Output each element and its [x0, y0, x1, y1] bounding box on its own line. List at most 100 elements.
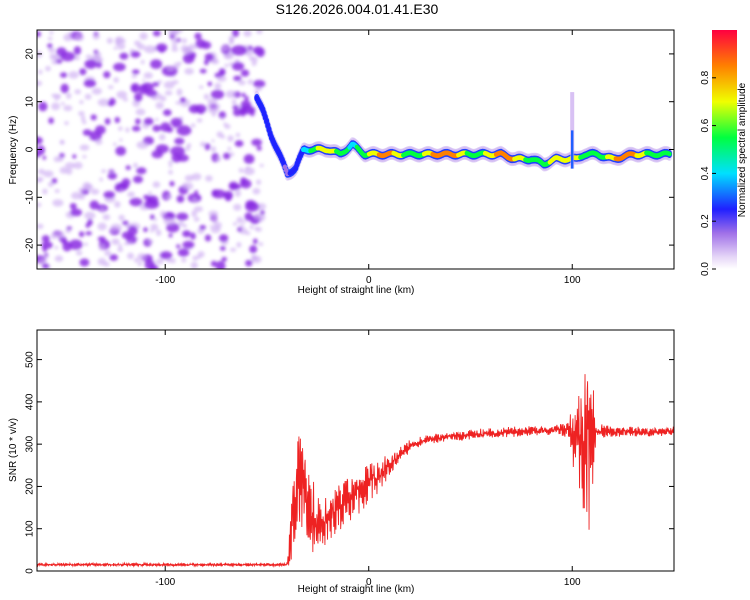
- noise-speck: [68, 71, 79, 79]
- noise-speck: [208, 210, 219, 218]
- noise-speck: [104, 118, 111, 125]
- noise-speck: [201, 41, 212, 50]
- noise-speck: [256, 30, 263, 34]
- noise-speck: [164, 90, 173, 96]
- noise-speck: [95, 138, 103, 145]
- noise-speck: [186, 143, 192, 148]
- noise-speck: [249, 245, 258, 254]
- noise-speck: [147, 239, 154, 244]
- y-tick-label: 20: [25, 48, 36, 60]
- y-tick-label: -20: [25, 237, 36, 252]
- noise-speck: [137, 253, 147, 261]
- colorbar-gradient: [712, 30, 737, 269]
- y-tick-label: 10: [25, 96, 36, 108]
- noise-speck: [139, 32, 148, 40]
- noise-speck: [247, 79, 253, 85]
- noise-speck: [197, 110, 205, 115]
- noise-speck: [224, 63, 229, 68]
- noise-speck: [140, 59, 145, 65]
- noise-speck: [239, 106, 248, 115]
- noise-speck: [191, 210, 198, 218]
- noise-speck: [241, 92, 246, 98]
- noise-speck: [37, 136, 43, 145]
- ridge-spike-core: [571, 130, 574, 169]
- noise-speck: [229, 152, 235, 157]
- noise-speck: [165, 194, 173, 200]
- noise-speck: [142, 78, 145, 82]
- x-tick-label: 100: [564, 577, 581, 588]
- noise-speck: [211, 189, 219, 197]
- noise-speck: [215, 260, 226, 269]
- noise-speck: [167, 65, 175, 71]
- noise-speck: [79, 68, 87, 76]
- noise-speck: [89, 130, 102, 141]
- noise-speck: [78, 111, 85, 116]
- noise-speck: [79, 144, 90, 151]
- y-tick-label: 0: [25, 568, 36, 574]
- noise-speck: [131, 74, 138, 79]
- noise-speck: [48, 117, 54, 124]
- x-tick-label: 0: [366, 577, 372, 588]
- noise-speck: [133, 258, 139, 263]
- noise-speck: [244, 95, 249, 101]
- noise-speck: [256, 179, 262, 185]
- noise-speck: [143, 194, 150, 200]
- noise-speck: [49, 30, 54, 35]
- noise-speck: [254, 89, 258, 94]
- noise-speck: [83, 242, 89, 246]
- x-tick-label: -100: [155, 577, 175, 588]
- noise-speck: [90, 188, 100, 195]
- noise-speck: [129, 197, 143, 207]
- noise-speck: [251, 138, 263, 147]
- noise-speck: [176, 195, 185, 203]
- noise-speck: [61, 102, 65, 106]
- noise-speck: [54, 231, 65, 239]
- noise-speck: [94, 51, 102, 58]
- noise-speck: [155, 144, 169, 154]
- noise-speck: [54, 255, 64, 262]
- noise-speck: [193, 206, 203, 213]
- noise-speck: [158, 134, 166, 141]
- noise-speck: [217, 75, 227, 82]
- noise-speck: [207, 105, 219, 114]
- ridge-core: [667, 151, 672, 157]
- noise-speck: [78, 187, 85, 193]
- noise-speck: [155, 102, 164, 109]
- spectrogram-x-label: Height of straight line (km): [298, 285, 415, 296]
- noise-speck: [42, 188, 48, 195]
- noise-speck: [118, 243, 122, 248]
- noise-speck: [150, 59, 163, 69]
- noise-speck: [44, 254, 49, 259]
- noise-speck: [220, 116, 224, 120]
- x-tick-label: 100: [564, 275, 581, 286]
- noise-speck: [116, 90, 128, 99]
- noise-speck: [168, 170, 173, 175]
- noise-speck: [82, 129, 92, 136]
- noise-speck: [249, 107, 256, 113]
- noise-speck: [243, 154, 255, 164]
- noise-speck: [123, 241, 130, 246]
- noise-speck: [232, 222, 238, 226]
- noise-speck: [99, 177, 103, 182]
- noise-speck: [242, 220, 246, 224]
- noise-speck: [171, 43, 178, 49]
- noise-speck: [204, 53, 214, 61]
- noise-speck: [182, 48, 193, 56]
- noise-speck: [116, 42, 126, 50]
- noise-speck: [152, 94, 156, 100]
- noise-speck: [38, 168, 45, 175]
- noise-speck: [68, 239, 83, 250]
- noise-speck: [132, 69, 140, 75]
- noise-speck: [200, 141, 206, 147]
- noise-speck: [253, 79, 266, 88]
- noise-speck: [111, 238, 120, 245]
- noise-speck: [194, 190, 199, 195]
- noise-speck: [53, 54, 61, 61]
- noise-speck: [190, 261, 198, 269]
- noise-speck: [225, 90, 237, 98]
- noise-speck: [63, 33, 73, 42]
- noise-speck: [251, 254, 257, 260]
- noise-speck: [245, 231, 251, 235]
- noise-speck: [148, 191, 152, 196]
- noise-speck: [230, 38, 234, 42]
